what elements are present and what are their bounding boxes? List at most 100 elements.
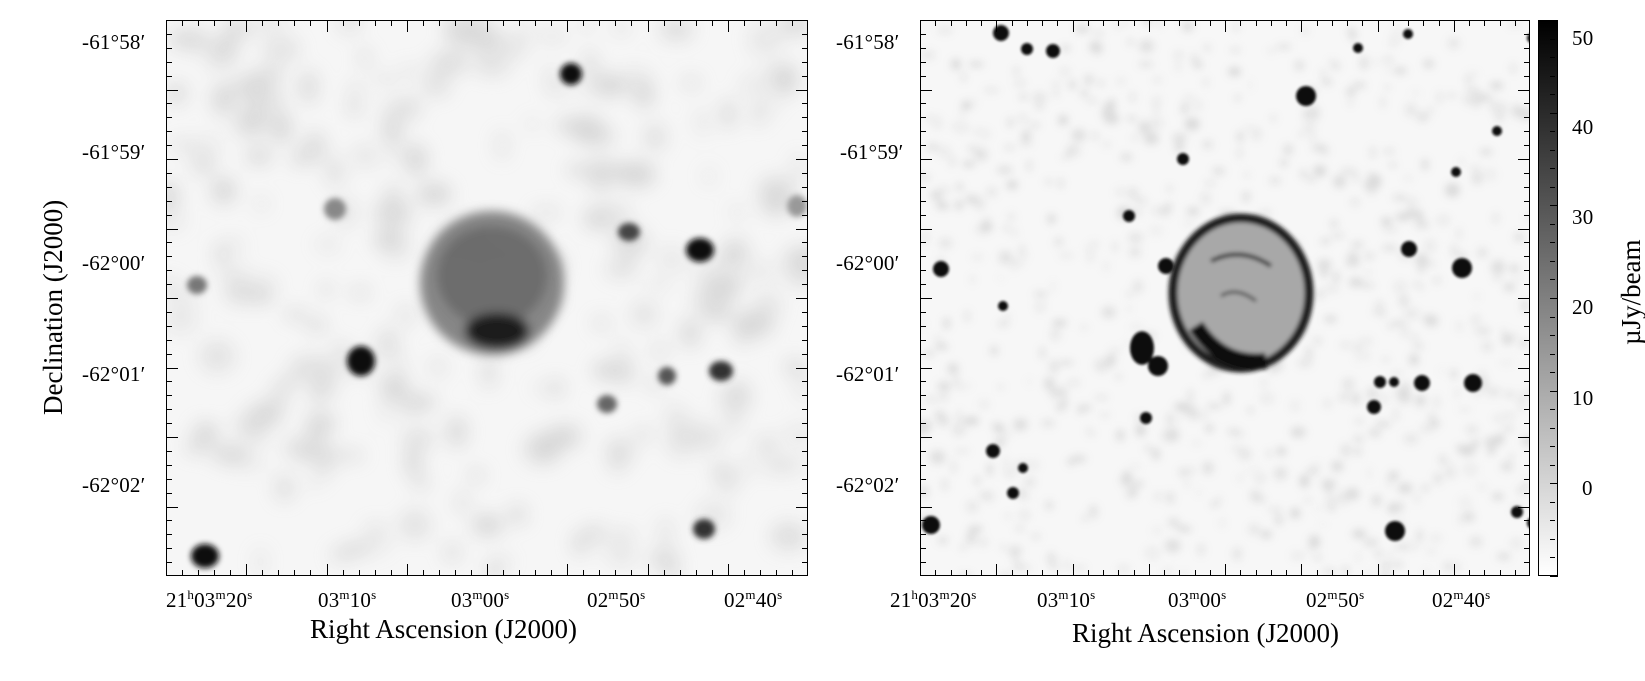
left-dec-tick-label: -62°00′: [82, 251, 146, 275]
noise-blob: [1424, 315, 1439, 327]
frame-tick: [166, 145, 172, 147]
noise-blob: [1032, 92, 1048, 104]
noise-blob: [1205, 424, 1214, 433]
frame-tick: [802, 200, 808, 202]
frame-tick: [166, 33, 172, 35]
noise-blob: [1423, 569, 1429, 575]
noise-blob: [1191, 440, 1203, 446]
frame-tick: [1524, 270, 1530, 272]
noise-blob: [346, 99, 363, 117]
noise-blob: [1007, 545, 1023, 556]
frame-tick: [1148, 564, 1150, 576]
noise-blob: [1120, 153, 1133, 162]
frame-tick: [1362, 570, 1364, 576]
noise-blob: [996, 165, 1013, 175]
noise-blob: [1071, 564, 1087, 571]
noise-blob: [1299, 474, 1310, 488]
frame-tick: [920, 311, 926, 313]
noise-blob: [1392, 194, 1407, 201]
frame-tick: [599, 570, 601, 576]
noise-blob: [269, 381, 290, 411]
noise-blob: [1267, 449, 1272, 458]
noise-blob: [1138, 62, 1154, 67]
left-ra-tick-label: 02m50s: [587, 587, 646, 612]
noise-blob: [610, 529, 636, 543]
noise-blob: [1366, 253, 1372, 261]
noise-blob: [644, 279, 672, 291]
noise-blob: [934, 115, 942, 128]
noise-blob: [1436, 91, 1443, 104]
frame-tick: [1026, 570, 1028, 576]
noise-blob: [1152, 491, 1165, 502]
noise-blob: [1218, 517, 1226, 528]
noise-blob: [1125, 291, 1133, 297]
noise-blob: [1289, 399, 1301, 413]
noise-blob: [982, 216, 991, 223]
frame-tick: [796, 298, 808, 299]
noise-blob: [443, 542, 461, 563]
noise-blob: [937, 27, 953, 34]
noise-blob: [1052, 87, 1060, 99]
compact-source: [1007, 487, 1019, 499]
noise-blob: [1001, 431, 1014, 437]
right-radio-map: [921, 21, 1529, 575]
noise-blob: [791, 153, 806, 183]
frame-tick: [1524, 450, 1530, 452]
frame-tick: [1499, 20, 1501, 26]
noise-blob: [1300, 25, 1309, 36]
frame-tick: [802, 131, 808, 133]
noise-blob: [1276, 446, 1287, 456]
noise-blob: [1274, 513, 1284, 526]
noise-blob: [1484, 436, 1499, 449]
noise-blob: [444, 21, 458, 39]
noise-blob: [1187, 389, 1194, 403]
frame-tick: [166, 256, 172, 258]
noise-blob: [1428, 412, 1436, 426]
frame-tick: [246, 20, 248, 32]
frame-tick: [230, 20, 232, 26]
noise-blob: [761, 97, 782, 113]
noise-blob: [1013, 66, 1020, 76]
noise-blob: [1319, 68, 1327, 80]
noise-blob: [1414, 493, 1420, 504]
frame-tick: [1524, 520, 1530, 522]
frame-tick: [166, 298, 178, 299]
frame-tick: [802, 381, 808, 383]
frame-tick: [1524, 534, 1530, 536]
frame-tick: [214, 20, 216, 26]
noise-blob: [655, 245, 688, 274]
frame-tick: [1377, 20, 1379, 32]
frame-tick: [166, 186, 172, 188]
frame-tick: [1438, 570, 1440, 576]
frame-tick: [1524, 464, 1530, 466]
noise-blob: [1092, 31, 1105, 36]
noise-blob: [468, 21, 485, 42]
noise-blob: [1144, 546, 1161, 560]
noise-blob: [1034, 103, 1044, 110]
frame-tick: [166, 117, 172, 119]
frame-tick: [695, 570, 697, 576]
noise-blob: [1487, 447, 1496, 455]
noise-blob: [651, 342, 668, 359]
noise-blob: [1352, 342, 1363, 355]
frame-tick: [1408, 20, 1409, 26]
right-dec-tick-label: -61°59′: [840, 140, 904, 164]
frame-tick: [996, 564, 998, 576]
colorbar-title: µJy/beam: [1616, 239, 1645, 345]
noise-blob: [1310, 116, 1317, 125]
noise-blob: [978, 398, 991, 410]
noise-blob: [1095, 359, 1102, 373]
noise-blob: [1354, 354, 1361, 364]
noise-blob: [252, 82, 288, 109]
frame-tick: [1270, 570, 1272, 576]
noise-blob: [1491, 493, 1504, 501]
noise-blob: [619, 67, 653, 96]
frame-tick: [711, 20, 713, 26]
noise-blob: [1394, 387, 1407, 398]
frame-tick: [679, 20, 681, 26]
frame-tick: [920, 353, 926, 355]
left-ra-tick-label: 02m40s: [724, 587, 783, 612]
noise-blob: [937, 381, 952, 392]
noise-blob: [1381, 217, 1393, 226]
noise-blob: [1436, 214, 1451, 226]
